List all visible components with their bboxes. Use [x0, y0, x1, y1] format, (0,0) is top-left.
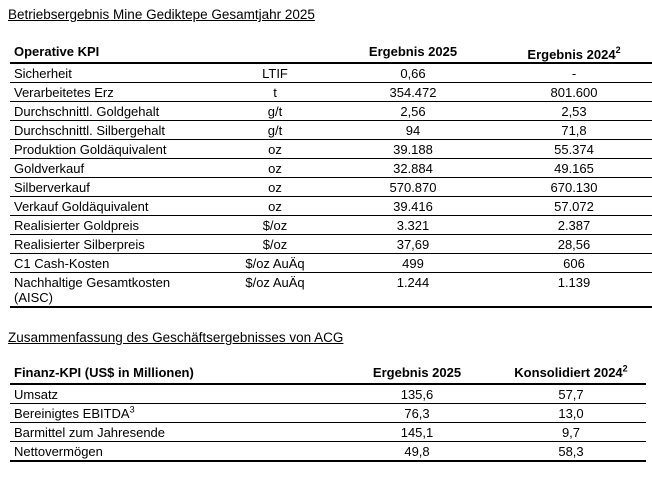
table-row: Umsatz 135,6 57,7 [10, 384, 646, 404]
operations-section-title: Betriebsergebnis Mine Gediktepe Gesamtja… [8, 7, 315, 22]
value-2025-cell: 3.321 [332, 215, 494, 235]
value-2024-cell: 2.387 [494, 215, 652, 235]
table-row: C1 Cash-Kosten $/oz AuÄq 499 606 [10, 253, 652, 273]
value-2025-cell: 37,69 [332, 234, 494, 254]
value-2025-cell: 499 [332, 253, 494, 273]
footnote-marker-2: 2 [615, 44, 621, 55]
table-row: Nachhaltige Gesamtkosten (AISC) $/oz AuÄq… [10, 272, 652, 308]
col-header-finanz-kpi: Finanz-KPI (US$ in Millionen) [10, 361, 338, 385]
value-2025-cell: 2,56 [332, 101, 494, 121]
kpi-cell: Bereinigtes EBITDA3 [10, 403, 338, 423]
value-2025-cell: 76,3 [338, 403, 496, 423]
value-2025-cell: 94 [332, 120, 494, 140]
value-2025-cell: 0,66 [332, 63, 494, 83]
unit-cell: $/oz AuÄq [218, 253, 332, 273]
unit-cell: $/oz AuÄq [218, 272, 332, 308]
kpi-cell: Silberverkauf [10, 177, 218, 197]
kpi-cell: Umsatz [10, 384, 338, 404]
value-2024-cell: - [494, 63, 652, 83]
value-2024-cell: 606 [494, 253, 652, 273]
table-row: Durchschnittl. Goldgehalt g/t 2,56 2,53 [10, 101, 652, 121]
value-2024-cell: 49.165 [494, 158, 652, 178]
footnote-marker-2: 2 [622, 363, 628, 374]
table-row: Produktion Goldäquivalent oz 39.188 55.3… [10, 139, 652, 159]
value-2025-cell: 39.416 [332, 196, 494, 216]
table-row: Verkauf Goldäquivalent oz 39.416 57.072 [10, 196, 652, 216]
financials-section-title: Zusammenfassung des Geschäftsergebnisses… [8, 330, 344, 345]
unit-cell: oz [218, 196, 332, 216]
value-2024-cell: 2,53 [494, 101, 652, 121]
kpi-cell: Realisierter Silberpreis [10, 234, 218, 254]
finanz-kpi-table: Finanz-KPI (US$ in Millionen) Ergebnis 2… [10, 361, 646, 462]
operative-kpi-table: Operative KPI Ergebnis 2025 Ergebnis 202… [10, 40, 652, 308]
unit-cell: oz [218, 177, 332, 197]
col-header-unit [218, 40, 332, 64]
col-header-ergebnis-2024-text: Ergebnis 20242 [527, 44, 621, 62]
kpi-cell: Durchschnittl. Goldgehalt [10, 101, 218, 121]
value-2024-cell: 58,3 [496, 441, 646, 462]
table-row: Barmittel zum Jahresende 145,1 9,7 [10, 422, 646, 442]
value-2025-cell: 32.884 [332, 158, 494, 178]
kpi-cell: Verkauf Goldäquivalent [10, 196, 218, 216]
value-2025-cell: 1.244 [332, 272, 494, 308]
value-2024-cell: 670.130 [494, 177, 652, 197]
unit-cell: oz [218, 158, 332, 178]
kpi-cell: Produktion Goldäquivalent [10, 139, 218, 159]
table-row: Realisierter Silberpreis $/oz 37,69 28,5… [10, 234, 652, 254]
value-2024-cell: 71,8 [494, 120, 652, 140]
unit-cell: $/oz [218, 215, 332, 235]
table-row: Bereinigtes EBITDA3 76,3 13,0 [10, 403, 646, 423]
finanz-kpi-header-row: Finanz-KPI (US$ in Millionen) Ergebnis 2… [10, 361, 646, 385]
unit-cell: g/t [218, 101, 332, 121]
table-row: Verarbeitetes Erz t 354.472 801.600 [10, 82, 652, 102]
unit-cell: LTIF [218, 63, 332, 83]
unit-cell: oz [218, 139, 332, 159]
value-2024-cell: 57.072 [494, 196, 652, 216]
value-2024-cell: 28,56 [494, 234, 652, 254]
kpi-cell: Verarbeitetes Erz [10, 82, 218, 102]
kpi-cell: Realisierter Goldpreis [10, 215, 218, 235]
value-2024-cell: 13,0 [496, 403, 646, 423]
value-2024-cell: 57,7 [496, 384, 646, 404]
kpi-cell: C1 Cash-Kosten [10, 253, 218, 273]
kpi-cell: Nachhaltige Gesamtkosten (AISC) [10, 272, 218, 308]
footnote-marker-3: 3 [129, 404, 135, 415]
table-row: Goldverkauf oz 32.884 49.165 [10, 158, 652, 178]
table-row: Nettovermögen 49,8 58,3 [10, 441, 646, 462]
kpi-cell: Barmittel zum Jahresende [10, 422, 338, 442]
value-2025-cell: 39.188 [332, 139, 494, 159]
value-2024-cell: 801.600 [494, 82, 652, 102]
value-2025-cell: 145,1 [338, 422, 496, 442]
unit-cell: g/t [218, 120, 332, 140]
col-header-ergebnis-2024: Ergebnis 20242 [494, 40, 652, 64]
value-2025-cell: 570.870 [332, 177, 494, 197]
kpi-label-line2: (AISC) [14, 290, 53, 305]
unit-cell: $/oz [218, 234, 332, 254]
value-2025-cell: 49,8 [338, 441, 496, 462]
kpi-cell: Durchschnittl. Silbergehalt [10, 120, 218, 140]
value-2025-cell: 354.472 [332, 82, 494, 102]
table-row: Sicherheit LTIF 0,66 - [10, 63, 652, 83]
value-2024-cell: 55.374 [494, 139, 652, 159]
col-header-ergebnis-2025: Ergebnis 2025 [332, 40, 494, 64]
value-2024-cell: 1.139 [494, 272, 652, 308]
col-header-operative-kpi: Operative KPI [10, 40, 218, 64]
table-row: Realisierter Goldpreis $/oz 3.321 2.387 [10, 215, 652, 235]
unit-cell: t [218, 82, 332, 102]
col-header-ergebnis-2025: Ergebnis 2025 [338, 361, 496, 385]
table-row: Durchschnittl. Silbergehalt g/t 94 71,8 [10, 120, 652, 140]
value-2025-cell: 135,6 [338, 384, 496, 404]
kpi-cell: Sicherheit [10, 63, 218, 83]
value-2024-cell: 9,7 [496, 422, 646, 442]
kpi-cell: Nettovermögen [10, 441, 338, 462]
col-header-konsolidiert-2024: Konsolidiert 20242 [496, 361, 646, 385]
kpi-cell: Goldverkauf [10, 158, 218, 178]
operative-kpi-header-row: Operative KPI Ergebnis 2025 Ergebnis 202… [10, 40, 652, 64]
table-row: Silberverkauf oz 570.870 670.130 [10, 177, 652, 197]
